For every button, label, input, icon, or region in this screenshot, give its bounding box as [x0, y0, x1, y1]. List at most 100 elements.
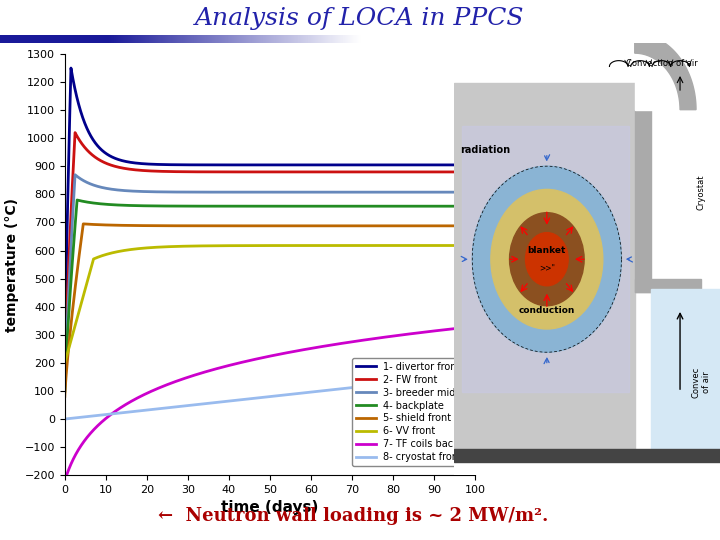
5- shield front [79, 221, 88, 227]
4- backplate [471, 203, 480, 210]
Bar [454, 83, 635, 449]
8- cryostat front [60, 416, 69, 422]
3- breeder mid [132, 188, 140, 194]
6- VV front [235, 242, 244, 249]
Text: blanket: blanket [528, 246, 566, 255]
4- backplate [60, 388, 69, 394]
X-axis label: time (days): time (days) [221, 501, 319, 516]
Text: radiation: radiation [461, 145, 510, 154]
6- VV front [218, 242, 227, 249]
1- divertor front [235, 161, 244, 168]
8- cryostat front [418, 376, 427, 383]
Bar [635, 110, 651, 293]
4- backplate [463, 203, 472, 210]
Text: 4: 4 [480, 200, 486, 210]
5- shield front [218, 222, 227, 229]
6- VV front [471, 242, 480, 249]
1- divertor front [67, 65, 76, 71]
3- breeder mid [419, 189, 428, 195]
5- shield front [60, 393, 69, 400]
2- FW front [60, 374, 69, 380]
8- cryostat front [471, 371, 480, 377]
4- backplate [235, 203, 244, 210]
1- divertor front [107, 153, 116, 160]
Text: >>": >>" [539, 263, 555, 272]
4- backplate [218, 203, 227, 210]
1- divertor front [60, 360, 69, 366]
Text: ←  Neutron wall loading is ~ 2 MW/m².: ← Neutron wall loading is ~ 2 MW/m². [158, 507, 549, 525]
Circle shape [510, 213, 584, 306]
1- divertor front [132, 160, 140, 166]
7- TF coils back [418, 329, 427, 335]
7- TF coils back [235, 360, 244, 366]
7- TF coils back [60, 477, 69, 484]
2- FW front [71, 130, 79, 136]
1- divertor front [471, 161, 480, 168]
4- backplate [419, 203, 428, 210]
Y-axis label: temperature (°C): temperature (°C) [5, 198, 19, 332]
2- FW front [132, 167, 140, 173]
7- TF coils back [132, 395, 140, 402]
7- TF coils back [107, 411, 116, 417]
Bar [454, 449, 720, 462]
Circle shape [472, 166, 621, 352]
5- shield front [419, 222, 428, 229]
5- shield front [132, 222, 140, 229]
3- breeder mid [235, 189, 244, 195]
1- divertor front [218, 161, 227, 168]
3- breeder mid [471, 189, 480, 195]
Bar [651, 289, 720, 449]
Line: 7- TF coils back: 7- TF coils back [65, 326, 475, 481]
Line: 3- breeder mid: 3- breeder mid [65, 175, 475, 391]
8- cryostat front [107, 411, 116, 417]
2- FW front [471, 168, 480, 175]
Text: 8: 8 [480, 368, 486, 378]
6- VV front [418, 242, 427, 249]
5- shield front [463, 222, 472, 229]
5- shield front [235, 222, 244, 229]
Line: 4- backplate: 4- backplate [65, 200, 475, 391]
Circle shape [491, 190, 603, 329]
3- breeder mid [463, 189, 472, 195]
2- FW front [463, 168, 472, 175]
Bar [635, 279, 701, 293]
4- backplate [73, 197, 81, 203]
Bar [462, 126, 629, 392]
Line: 8- cryostat front: 8- cryostat front [65, 374, 475, 419]
8- cryostat front [463, 372, 472, 378]
3- breeder mid [218, 189, 227, 195]
Text: Analysis of LOCA in PPCS: Analysis of LOCA in PPCS [195, 8, 525, 30]
5- shield front [471, 222, 480, 229]
6- VV front [463, 242, 472, 249]
Legend: 1- divertor front, 2- FW front, 3- breeder mid, 4- backplate, 5- shield front, 6: 1- divertor front, 2- FW front, 3- breed… [352, 358, 467, 466]
8- cryostat front [218, 399, 227, 405]
Text: 5: 5 [480, 220, 486, 229]
Line: 2- FW front: 2- FW front [65, 133, 475, 377]
Bar [635, 50, 720, 110]
Line: 5- shield front: 5- shield front [65, 224, 475, 396]
1- divertor front [463, 161, 472, 168]
4- backplate [107, 201, 116, 208]
Text: conduction: conduction [518, 306, 575, 315]
6- VV front [60, 360, 69, 366]
7- TF coils back [218, 364, 227, 370]
Line: 1- divertor front: 1- divertor front [65, 68, 475, 363]
Text: Cryostat: Cryostat [697, 175, 706, 211]
Text: 1,2: 1,2 [480, 153, 496, 163]
Circle shape [526, 233, 568, 286]
1- divertor front [419, 161, 428, 168]
2- FW front [107, 162, 116, 168]
Text: 6: 6 [480, 239, 486, 249]
Text: 7: 7 [480, 319, 486, 329]
Text: Convection of air: Convection of air [626, 59, 697, 68]
4- backplate [132, 202, 140, 209]
3- breeder mid [107, 186, 116, 192]
Text: Convec
of air: Convec of air [692, 367, 711, 398]
7- TF coils back [463, 324, 472, 330]
5- shield front [107, 222, 116, 228]
Line: 6- VV front: 6- VV front [65, 246, 475, 363]
2- FW front [419, 168, 428, 175]
6- VV front [107, 250, 116, 256]
2- FW front [218, 168, 227, 175]
Text: 3: 3 [480, 186, 486, 195]
